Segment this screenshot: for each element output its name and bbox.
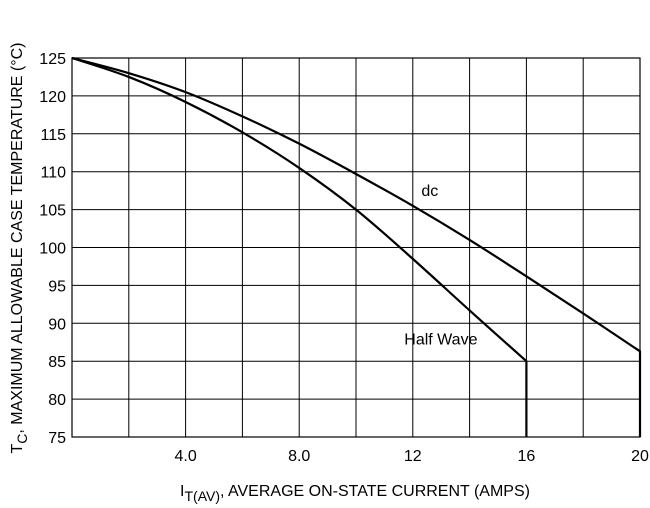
x-tick-label: 4.0 bbox=[174, 448, 196, 465]
x-axis-title-subscript: T(AV) bbox=[184, 488, 220, 504]
data-series bbox=[71, 56, 642, 437]
y-tick-label: 125 bbox=[39, 51, 66, 68]
x-tick-label: 8.0 bbox=[288, 448, 310, 465]
x-tick-labels: 4.0 8.0 12 16 20 bbox=[174, 448, 649, 465]
series-annotation: Half Wave bbox=[404, 332, 477, 349]
y-tick-label: 100 bbox=[39, 241, 66, 258]
y-tick-label: 95 bbox=[48, 278, 66, 295]
y-axis-title: TC, MAXIMUM ALLOWABLE CASE TEMPERATURE (… bbox=[9, 43, 30, 454]
y-tick-label: 75 bbox=[48, 430, 66, 447]
y-tick-label: 120 bbox=[39, 89, 66, 106]
x-tick-label: 12 bbox=[404, 448, 422, 465]
x-tick-label: 16 bbox=[518, 448, 536, 465]
grid-lines bbox=[72, 58, 640, 437]
y-tick-label: 80 bbox=[48, 392, 66, 409]
y-tick-labels: 75 80 85 90 95 100 105 110 115 120 125 bbox=[39, 51, 66, 447]
y-axis-title-rest: , MAXIMUM ALLOWABLE CASE TEMPERATURE (°C… bbox=[9, 43, 26, 434]
y-tick-label: 90 bbox=[48, 316, 66, 333]
x-axis-title-main: I bbox=[180, 483, 184, 500]
series-annotation: dc bbox=[421, 183, 438, 200]
series-line-dc bbox=[71, 56, 642, 437]
y-axis-title-main: T bbox=[9, 443, 26, 453]
x-axis-title-rest: , AVERAGE ON-STATE CURRENT (AMPS) bbox=[220, 483, 530, 500]
plot-frame bbox=[71, 57, 641, 438]
x-tick-label: 20 bbox=[631, 448, 649, 465]
x-axis-title: IT(AV), AVERAGE ON-STATE CURRENT (AMPS) bbox=[180, 483, 530, 504]
y-tick-label: 85 bbox=[48, 354, 66, 371]
series-line-half-wave bbox=[71, 56, 528, 437]
y-tick-label: 115 bbox=[40, 127, 66, 144]
annotations: dc Half Wave bbox=[404, 183, 477, 349]
y-tick-label: 110 bbox=[40, 165, 66, 182]
y-tick-label: 105 bbox=[39, 203, 66, 220]
y-axis-title-subscript: C bbox=[14, 434, 30, 444]
